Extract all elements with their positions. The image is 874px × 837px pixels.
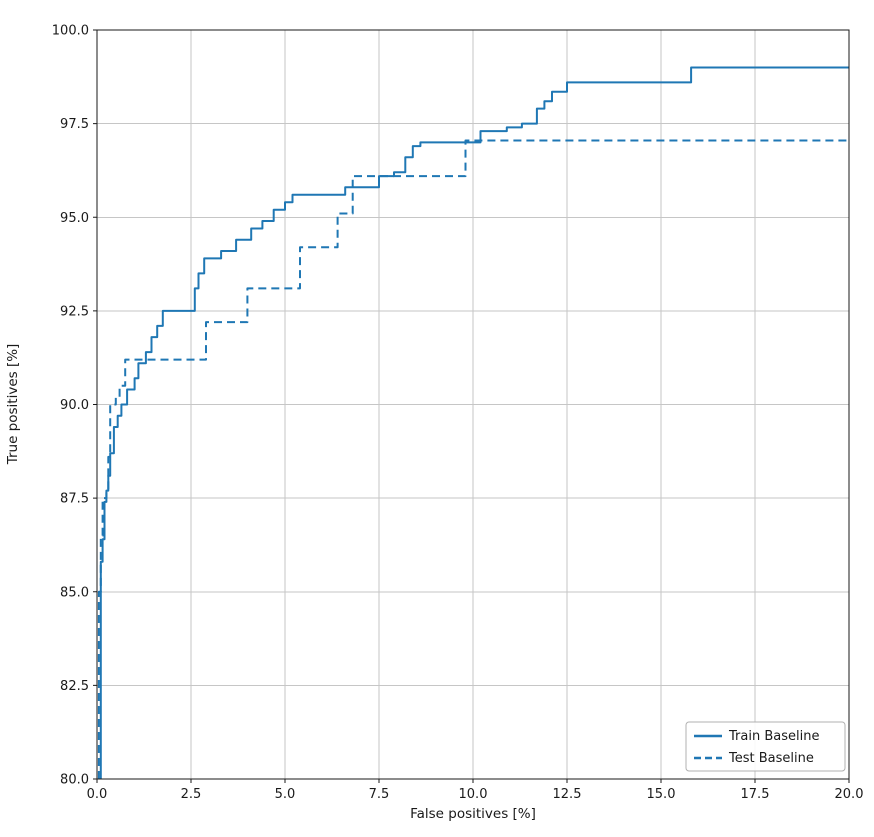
y-tick-label: 95.0	[60, 211, 89, 226]
y-tick-label: 82.5	[60, 679, 89, 694]
x-tick-label: 2.5	[181, 787, 202, 802]
series-test-baseline	[97, 139, 849, 779]
y-tick-label: 100.0	[52, 24, 89, 39]
x-tick-label: 20.0	[835, 787, 864, 802]
legend: Train Baseline Test Baseline	[685, 721, 846, 772]
y-tick-label: 80.0	[60, 773, 89, 788]
series-group	[97, 66, 849, 779]
series-train-baseline	[99, 66, 849, 779]
axis-ticks: 0.0 2.5 5.0 7.5 10.0 12.5 15.0 17.5 20.0 80.0 82.5…	[52, 24, 864, 803]
y-tick-label: 92.5	[60, 304, 89, 319]
legend-label-test-baseline: Test Baseline	[728, 751, 814, 766]
y-axis-label: True positives [%]	[5, 344, 21, 466]
x-tick-label: 12.5	[553, 787, 582, 802]
x-tick-label: 7.5	[369, 787, 390, 802]
legend-box	[685, 721, 846, 772]
y-tick-label: 97.5	[60, 117, 89, 132]
x-axis-label: False positives [%]	[410, 806, 536, 822]
x-tick-label: 17.5	[741, 787, 770, 802]
y-tick-label: 87.5	[60, 492, 89, 507]
legend-label-train-baseline: Train Baseline	[728, 729, 819, 744]
x-tick-label: 5.0	[275, 787, 296, 802]
y-tick-label: 85.0	[60, 585, 89, 600]
x-tick-label: 10.0	[459, 787, 488, 802]
y-tick-label: 90.0	[60, 398, 89, 413]
x-tick-label: 15.0	[647, 787, 676, 802]
x-tick-label: 0.0	[87, 787, 108, 802]
